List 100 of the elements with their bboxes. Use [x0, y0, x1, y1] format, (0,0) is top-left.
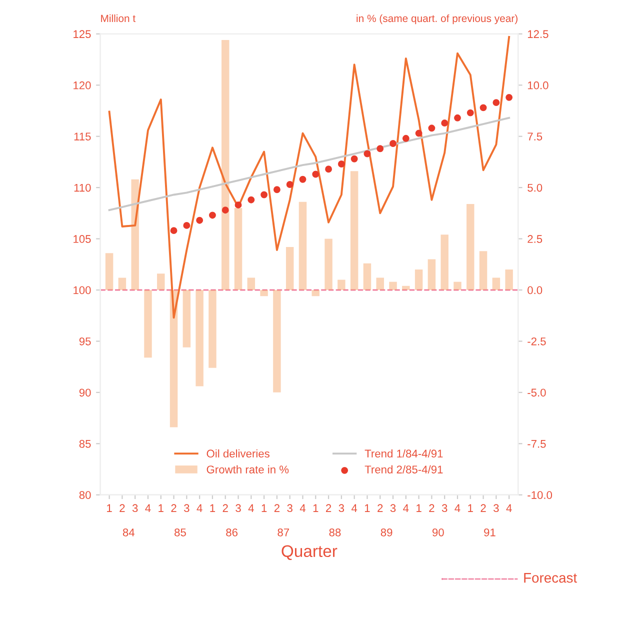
y2-tick-label: 10.0: [528, 81, 548, 90]
point: [415, 130, 422, 137]
bar: [505, 270, 513, 290]
y2-tick-label: 0.0: [528, 286, 542, 294]
bar: [298, 202, 307, 290]
bar: [466, 204, 474, 290]
bar: [492, 278, 500, 290]
point: [390, 140, 396, 147]
bar: [131, 179, 139, 290]
point: [222, 206, 229, 214]
point: [196, 216, 204, 224]
legend-label: Trend 1/84-4/91: [364, 449, 443, 458]
x-tick-label: 2: [222, 504, 228, 512]
y2-tick-label: 12.5: [528, 30, 548, 38]
bar: [414, 270, 423, 290]
x-tick-label: 1: [158, 504, 164, 512]
point: [350, 155, 358, 162]
x-tick-label: 1: [313, 504, 318, 512]
bar: [118, 278, 126, 290]
point: [492, 99, 500, 106]
y2-tick-label: -2.5: [528, 337, 546, 346]
point: [338, 160, 345, 168]
x-tick-label: 1: [364, 504, 370, 512]
y-tick-label: 105: [74, 235, 91, 243]
y-tick-label: 100: [74, 286, 91, 294]
y-tick-label: 80: [79, 491, 91, 499]
x-tick-label: 3: [442, 504, 448, 512]
text: 86: [226, 528, 238, 536]
point: [441, 120, 448, 126]
x-tick-label: 4: [248, 504, 254, 512]
bar: [479, 251, 488, 290]
x-axis-title: Quarter: [282, 545, 338, 560]
legend-label: Oil deliveries: [206, 449, 270, 458]
text: 87: [278, 528, 290, 536]
bar: [234, 208, 242, 290]
bar: [350, 171, 358, 290]
point: [234, 202, 242, 208]
bar: [454, 282, 462, 290]
point: [183, 222, 190, 229]
point: [299, 176, 306, 183]
x-tick-label: 2: [378, 504, 383, 512]
y-tick-label: 115: [74, 132, 91, 140]
bar: [324, 238, 332, 290]
x-tick-label: 1: [210, 504, 216, 512]
x-tick-label: 2: [120, 504, 125, 512]
point: [260, 191, 268, 198]
bar: [402, 286, 410, 290]
y2-tick-label: -7.5: [528, 440, 546, 448]
x-tick-label: 3: [494, 504, 499, 512]
text: 89: [380, 528, 392, 536]
bar: [440, 234, 448, 290]
x-tick-label: 2: [274, 504, 280, 512]
y2-tick-label: 7.5: [528, 132, 542, 140]
y2-axis-title: in % (same quart. of previous year): [356, 14, 518, 24]
x-tick-label: 3: [184, 504, 190, 512]
point: [364, 150, 371, 158]
bar: [273, 290, 281, 392]
point: [286, 181, 294, 188]
bar: [222, 40, 230, 290]
x-tick-label: 4: [196, 504, 202, 512]
x-tick-label: 3: [236, 504, 241, 512]
bar: [208, 290, 216, 368]
x-tick-label: 3: [132, 504, 138, 512]
bar: [428, 259, 436, 290]
bar: [260, 290, 268, 296]
point: [376, 145, 384, 152]
x-tick-label: 4: [145, 504, 151, 512]
text: Forecast: [524, 573, 577, 583]
bar: [196, 290, 204, 386]
text: 90: [432, 528, 444, 536]
bar: [144, 290, 152, 358]
x-tick-label: 1: [468, 504, 473, 512]
point: [506, 94, 513, 101]
x-tick-label: 4: [300, 504, 306, 512]
bar: [182, 290, 191, 348]
x-tick-label: 1: [416, 504, 422, 512]
point: [325, 166, 332, 173]
x-tick-label: 3: [338, 504, 344, 512]
x-tick-label: 4: [506, 504, 512, 512]
y2-tick-label: 5.0: [528, 184, 542, 192]
x-tick-label: 3: [390, 504, 396, 512]
bar: [247, 278, 256, 290]
x-tick-label: 2: [171, 504, 176, 512]
point: [248, 196, 255, 204]
y-tick-label: 85: [79, 440, 91, 448]
point: [209, 212, 216, 219]
y2-tick-label: 2.5: [528, 235, 542, 243]
point: [273, 186, 280, 194]
y2-tick-label: -10.0: [528, 491, 552, 499]
text: 84: [122, 528, 135, 536]
line-series: [108, 116, 510, 212]
text: 91: [484, 528, 496, 536]
x-tick-label: 4: [403, 504, 409, 512]
point: [170, 227, 178, 234]
y-tick-label: 120: [74, 81, 91, 90]
text: 85: [174, 528, 186, 536]
y-axis-title: Million t: [101, 14, 136, 22]
x-tick-label: 2: [326, 504, 332, 512]
bar: [286, 246, 294, 290]
x-tick-label: 3: [287, 504, 292, 512]
